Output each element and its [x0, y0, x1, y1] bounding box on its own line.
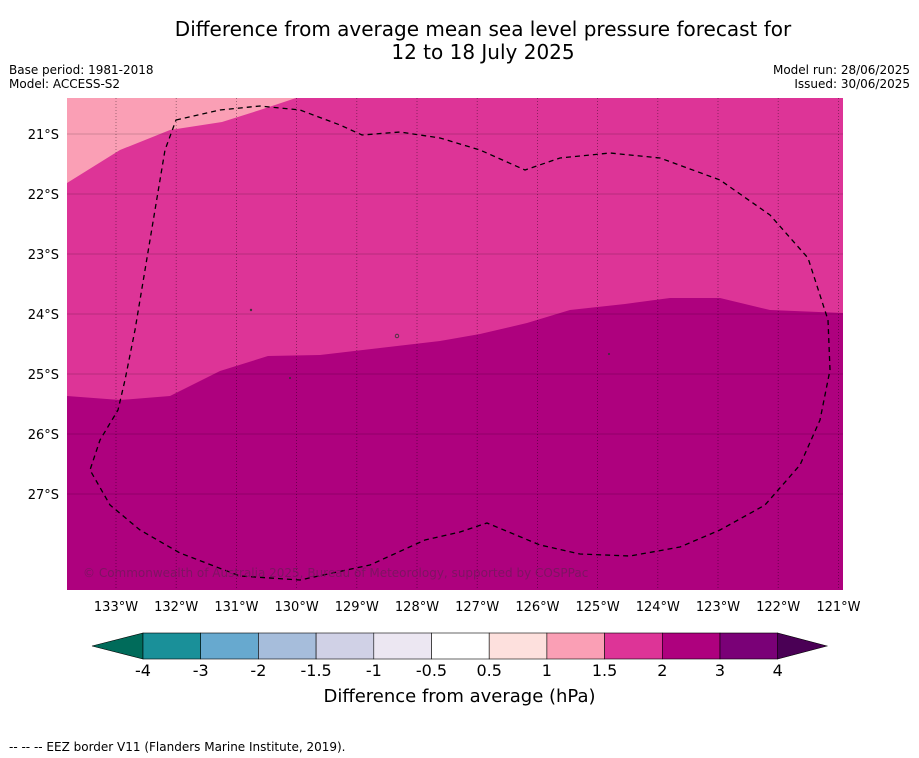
- colorbar-bin: [431, 632, 490, 660]
- longitude-label: 126°W: [515, 600, 559, 615]
- longitude-label: 121°W: [816, 600, 860, 615]
- colorbar-bin: [488, 632, 548, 660]
- colorbar-title: Difference from average (hPa): [323, 686, 596, 707]
- colorbar-bin: [546, 632, 605, 660]
- colorbar-below-extension: [91, 632, 144, 660]
- island-marker: [608, 352, 611, 355]
- model-name: Model: ACCESS-S2: [9, 77, 121, 91]
- anomaly-region-2-3: [67, 298, 843, 590]
- colorbar-tick-label: -1: [366, 661, 382, 680]
- issued-date: Issued: 30/06/2025: [794, 77, 910, 91]
- colorbar-tick-label: 1.5: [592, 661, 617, 680]
- longitude-label: 131°W: [214, 600, 258, 615]
- longitude-labels: 133°W 132°W 131°W 130°W 129°W 128°W 127°W 126°W…: [94, 600, 861, 615]
- colorbar-bin: [258, 632, 317, 660]
- latitude-label: 27°S: [28, 488, 59, 503]
- model-run: Model run: 28/06/2025: [772, 63, 910, 77]
- latitude-label: 23°S: [28, 248, 59, 263]
- island-marker: [288, 376, 291, 379]
- colorbar-tick-label: 4: [773, 661, 783, 680]
- longitude-label: 123°W: [696, 600, 740, 615]
- island-marker: [249, 308, 253, 312]
- colorbar-tick-label: 3: [715, 661, 725, 680]
- colorbar: [91, 632, 829, 660]
- longitude-label: 124°W: [636, 600, 680, 615]
- longitude-label: 130°W: [275, 600, 319, 615]
- colorbar-bin: [604, 632, 663, 660]
- latitude-label: 26°S: [28, 428, 59, 443]
- latitude-labels: 21°S 22°S 23°S 24°S 25°S 26°S 27°S: [28, 128, 59, 503]
- colorbar-tick-label: -4: [135, 661, 151, 680]
- latitude-label: 22°S: [28, 188, 59, 203]
- colorbar-tick-label: -2: [250, 661, 266, 680]
- meta-left: Base period: 1981-2018 Model: ACCESS-S2: [9, 63, 154, 91]
- map-title: Difference from average mean sea level p…: [0, 18, 919, 64]
- eez-legend-note: -- -- -- EEZ border V11 (Flanders Marine…: [9, 740, 346, 754]
- map-figure: © Commonwealth of Australia 2025, Bureau…: [28, 98, 861, 680]
- colorbar-bin: [142, 632, 202, 660]
- longitude-label: 129°W: [335, 600, 379, 615]
- colorbar-tick-label: 0.5: [476, 661, 501, 680]
- colorbar-bin: [373, 632, 432, 660]
- graticule: [67, 98, 843, 590]
- islands: [249, 308, 611, 379]
- colorbar-bin: [200, 632, 259, 660]
- colorbar-tick-label: -1.5: [300, 661, 331, 680]
- colorbar-tick-label: 1: [542, 661, 552, 680]
- colorbar-bin: [719, 632, 779, 660]
- base-period: Base period: 1981-2018: [9, 63, 154, 77]
- colorbar-bin: [661, 632, 721, 660]
- colorbar-above-extension: [777, 632, 829, 660]
- title-line-2: 12 to 18 July 2025: [391, 40, 575, 64]
- latitude-label: 25°S: [28, 368, 59, 383]
- longitude-label: 122°W: [756, 600, 800, 615]
- anomaly-region-1-1.5: [67, 98, 296, 183]
- map-plot-area: © Commonwealth of Australia 2025, Bureau…: [67, 98, 843, 590]
- longitude-label: 128°W: [395, 600, 439, 615]
- colorbar-tick-labels: -4 -3 -2 -1.5 -1 -0.5 0.5 1 1.5 2 3 4: [135, 661, 783, 680]
- colorbar-bin: [315, 632, 375, 660]
- latitude-label: 21°S: [28, 128, 59, 143]
- longitude-label: 132°W: [154, 600, 198, 615]
- colorbar-tick-label: 2: [657, 661, 667, 680]
- island-marker: [394, 333, 400, 339]
- longitude-label: 125°W: [576, 600, 620, 615]
- colorbar-tick-label: -3: [193, 661, 209, 680]
- latitude-label: 24°S: [28, 308, 59, 323]
- title-line-1: Difference from average mean sea level p…: [174, 17, 792, 41]
- meta-right: Model run: 28/06/2025 Issued: 30/06/2025: [773, 63, 910, 91]
- longitude-label: 127°W: [455, 600, 499, 615]
- copyright-notice: © Commonwealth of Australia 2025, Bureau…: [83, 566, 588, 580]
- longitude-label: 133°W: [94, 600, 138, 615]
- colorbar-tick-label: -0.5: [416, 661, 447, 680]
